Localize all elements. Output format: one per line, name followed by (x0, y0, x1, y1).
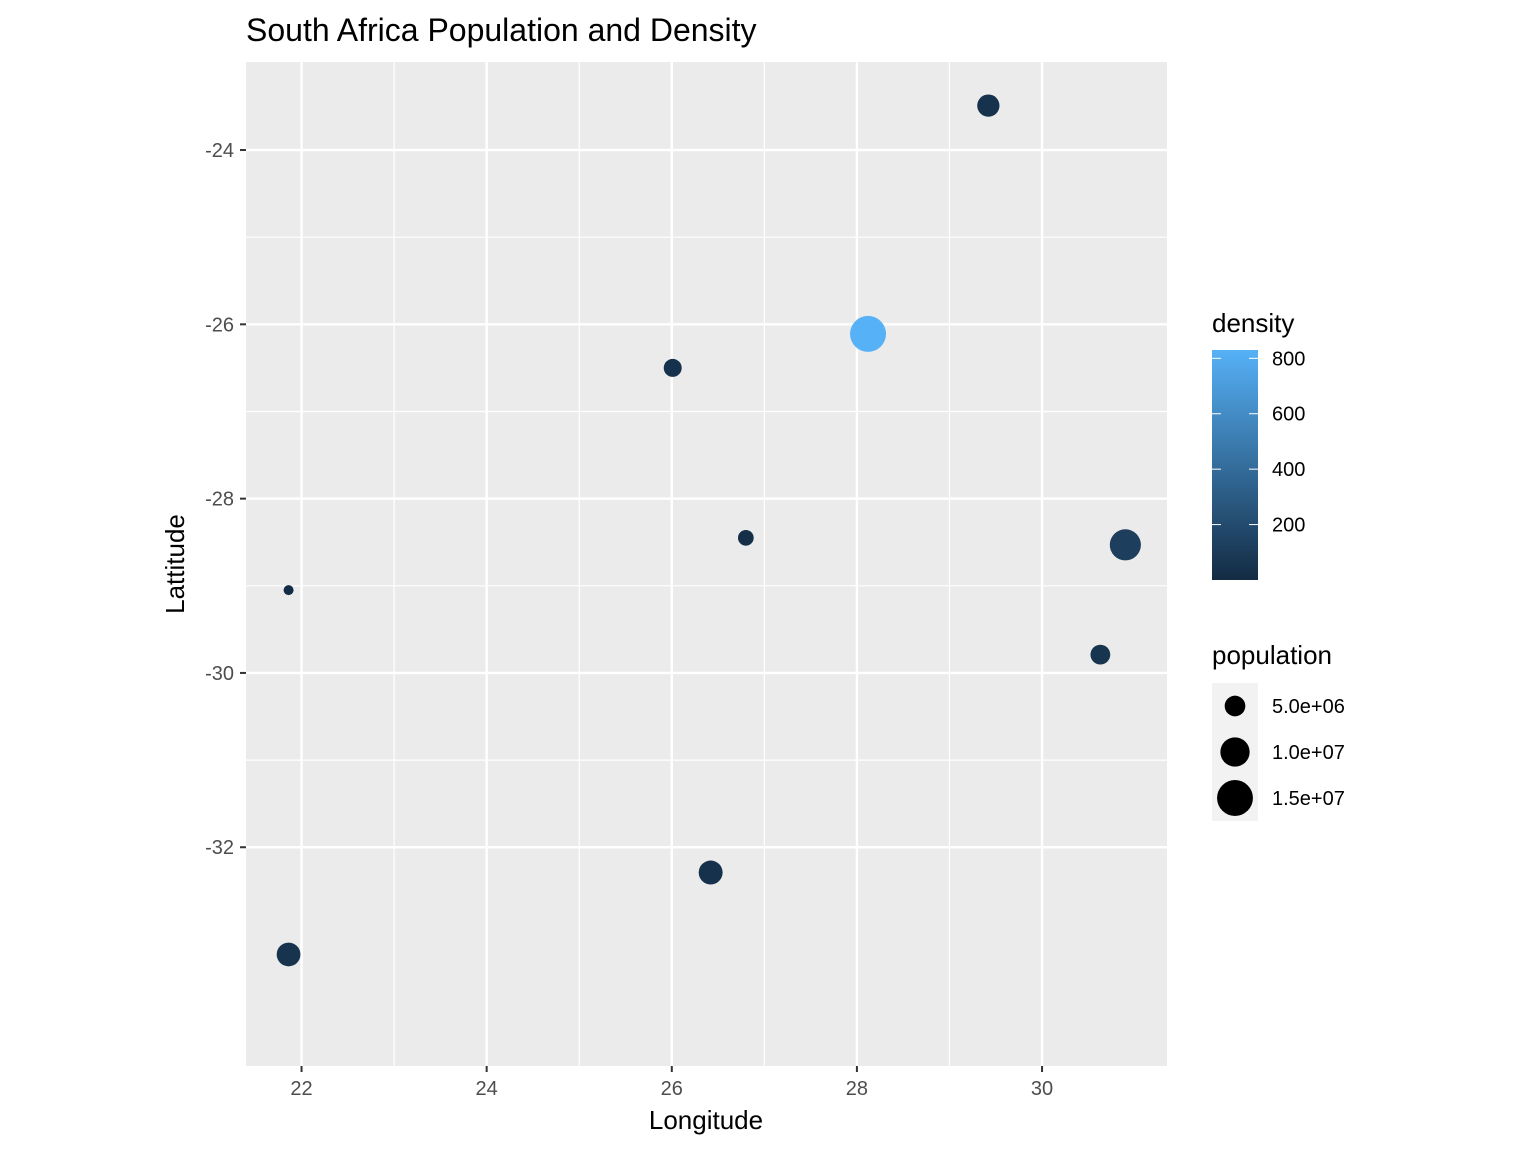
grid-lines (246, 62, 1167, 1066)
chart-title: South Africa Population and Density (246, 12, 757, 48)
x-tick-label: 22 (290, 1078, 312, 1100)
data-point (663, 358, 682, 377)
colorbar-tick-label: 600 (1272, 404, 1305, 426)
data-point (737, 530, 754, 546)
y-tick-label: -30 (205, 663, 234, 685)
density-colorbar-ticks: 200 400 600 800 (1212, 348, 1305, 537)
data-point (276, 942, 301, 967)
y-tick-label: -32 (205, 837, 234, 859)
population-legend-key (1217, 780, 1253, 816)
density-colorbar (1212, 350, 1258, 580)
data-point (1090, 644, 1111, 665)
population-legend-title: population (1212, 640, 1332, 670)
population-legend-label: 5.0e+06 (1272, 696, 1345, 718)
y-tick-label: -28 (205, 489, 234, 511)
colorbar-tick-label: 200 (1272, 515, 1305, 537)
data-point (698, 860, 723, 885)
data-point (1109, 529, 1141, 561)
population-legend-label: 1.5e+07 (1272, 788, 1345, 810)
density-legend: density 200 400 600 800 (1212, 308, 1305, 580)
data-point (977, 94, 1000, 117)
colorbar-tick-label: 800 (1272, 348, 1305, 370)
population-legend-key (1224, 695, 1246, 717)
population-legend: population 5.0e+06 1.0e+07 1.5e+07 (1212, 640, 1345, 821)
y-axis-title: Lattitude (160, 514, 190, 614)
y-tick-label: -26 (205, 314, 234, 336)
x-axis: 22 24 26 28 30 (290, 1066, 1053, 1100)
y-axis: -24 -26 -28 -30 -32 (205, 140, 246, 859)
y-tick-label: -24 (205, 140, 234, 162)
data-point (283, 585, 294, 596)
x-tick-label: 30 (1031, 1078, 1053, 1100)
population-legend-key (1220, 737, 1250, 767)
plot-panel (246, 62, 1167, 1066)
density-legend-title: density (1212, 308, 1294, 338)
population-legend-items: 5.0e+06 1.0e+07 1.5e+07 (1217, 695, 1345, 816)
x-axis-title: Longitude (649, 1105, 763, 1135)
x-tick-label: 26 (661, 1078, 683, 1100)
data-points (276, 94, 1141, 967)
colorbar-tick-label: 400 (1272, 459, 1305, 481)
x-tick-label: 28 (846, 1078, 868, 1100)
data-point (850, 315, 887, 352)
population-legend-label: 1.0e+07 (1272, 742, 1345, 764)
x-tick-label: 24 (476, 1078, 498, 1100)
